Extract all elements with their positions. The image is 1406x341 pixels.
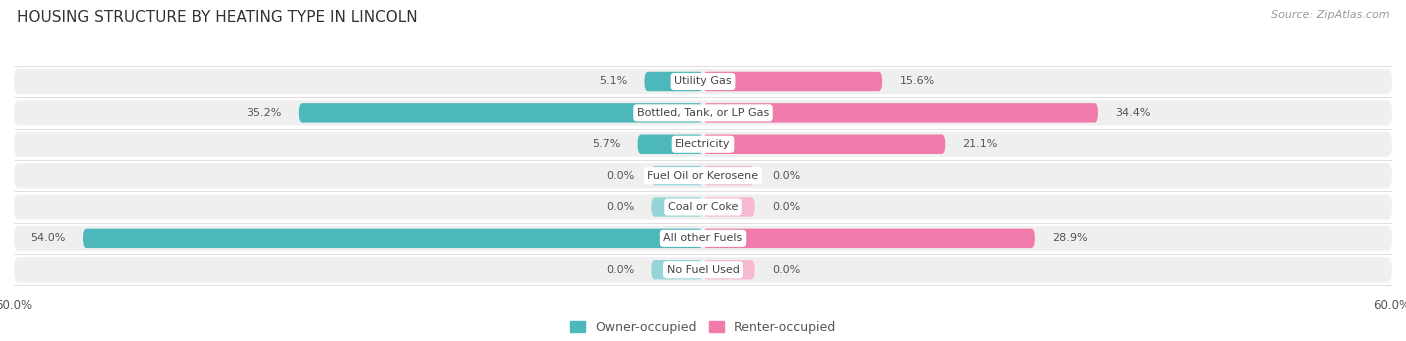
FancyBboxPatch shape: [651, 260, 703, 280]
Text: 0.0%: 0.0%: [606, 170, 634, 181]
FancyBboxPatch shape: [14, 69, 1392, 94]
Text: 5.1%: 5.1%: [599, 76, 627, 87]
FancyBboxPatch shape: [703, 103, 1098, 123]
Text: 0.0%: 0.0%: [606, 202, 634, 212]
FancyBboxPatch shape: [651, 197, 703, 217]
Legend: Owner-occupied, Renter-occupied: Owner-occupied, Renter-occupied: [565, 316, 841, 339]
Text: No Fuel Used: No Fuel Used: [666, 265, 740, 275]
Text: Source: ZipAtlas.com: Source: ZipAtlas.com: [1271, 10, 1389, 20]
Text: 5.7%: 5.7%: [592, 139, 620, 149]
FancyBboxPatch shape: [703, 72, 882, 91]
Text: Fuel Oil or Kerosene: Fuel Oil or Kerosene: [647, 170, 759, 181]
FancyBboxPatch shape: [14, 100, 1392, 125]
FancyBboxPatch shape: [14, 132, 1392, 157]
FancyBboxPatch shape: [299, 103, 703, 123]
FancyBboxPatch shape: [14, 226, 1392, 251]
Text: Utility Gas: Utility Gas: [675, 76, 731, 87]
FancyBboxPatch shape: [637, 134, 703, 154]
Text: 0.0%: 0.0%: [772, 265, 800, 275]
FancyBboxPatch shape: [644, 72, 703, 91]
FancyBboxPatch shape: [703, 166, 755, 186]
Text: 34.4%: 34.4%: [1115, 108, 1150, 118]
FancyBboxPatch shape: [703, 134, 945, 154]
Text: 54.0%: 54.0%: [31, 233, 66, 243]
FancyBboxPatch shape: [14, 163, 1392, 188]
FancyBboxPatch shape: [703, 260, 755, 280]
Text: 35.2%: 35.2%: [246, 108, 281, 118]
FancyBboxPatch shape: [83, 228, 703, 248]
Text: 28.9%: 28.9%: [1052, 233, 1088, 243]
Text: Bottled, Tank, or LP Gas: Bottled, Tank, or LP Gas: [637, 108, 769, 118]
Text: All other Fuels: All other Fuels: [664, 233, 742, 243]
Text: 21.1%: 21.1%: [963, 139, 998, 149]
FancyBboxPatch shape: [703, 228, 1035, 248]
FancyBboxPatch shape: [14, 257, 1392, 282]
FancyBboxPatch shape: [651, 166, 703, 186]
FancyBboxPatch shape: [703, 197, 755, 217]
Text: 0.0%: 0.0%: [606, 265, 634, 275]
Text: Coal or Coke: Coal or Coke: [668, 202, 738, 212]
Text: 15.6%: 15.6%: [900, 76, 935, 87]
Text: 0.0%: 0.0%: [772, 170, 800, 181]
Text: 0.0%: 0.0%: [772, 202, 800, 212]
Text: HOUSING STRUCTURE BY HEATING TYPE IN LINCOLN: HOUSING STRUCTURE BY HEATING TYPE IN LIN…: [17, 10, 418, 25]
FancyBboxPatch shape: [14, 194, 1392, 220]
Text: Electricity: Electricity: [675, 139, 731, 149]
